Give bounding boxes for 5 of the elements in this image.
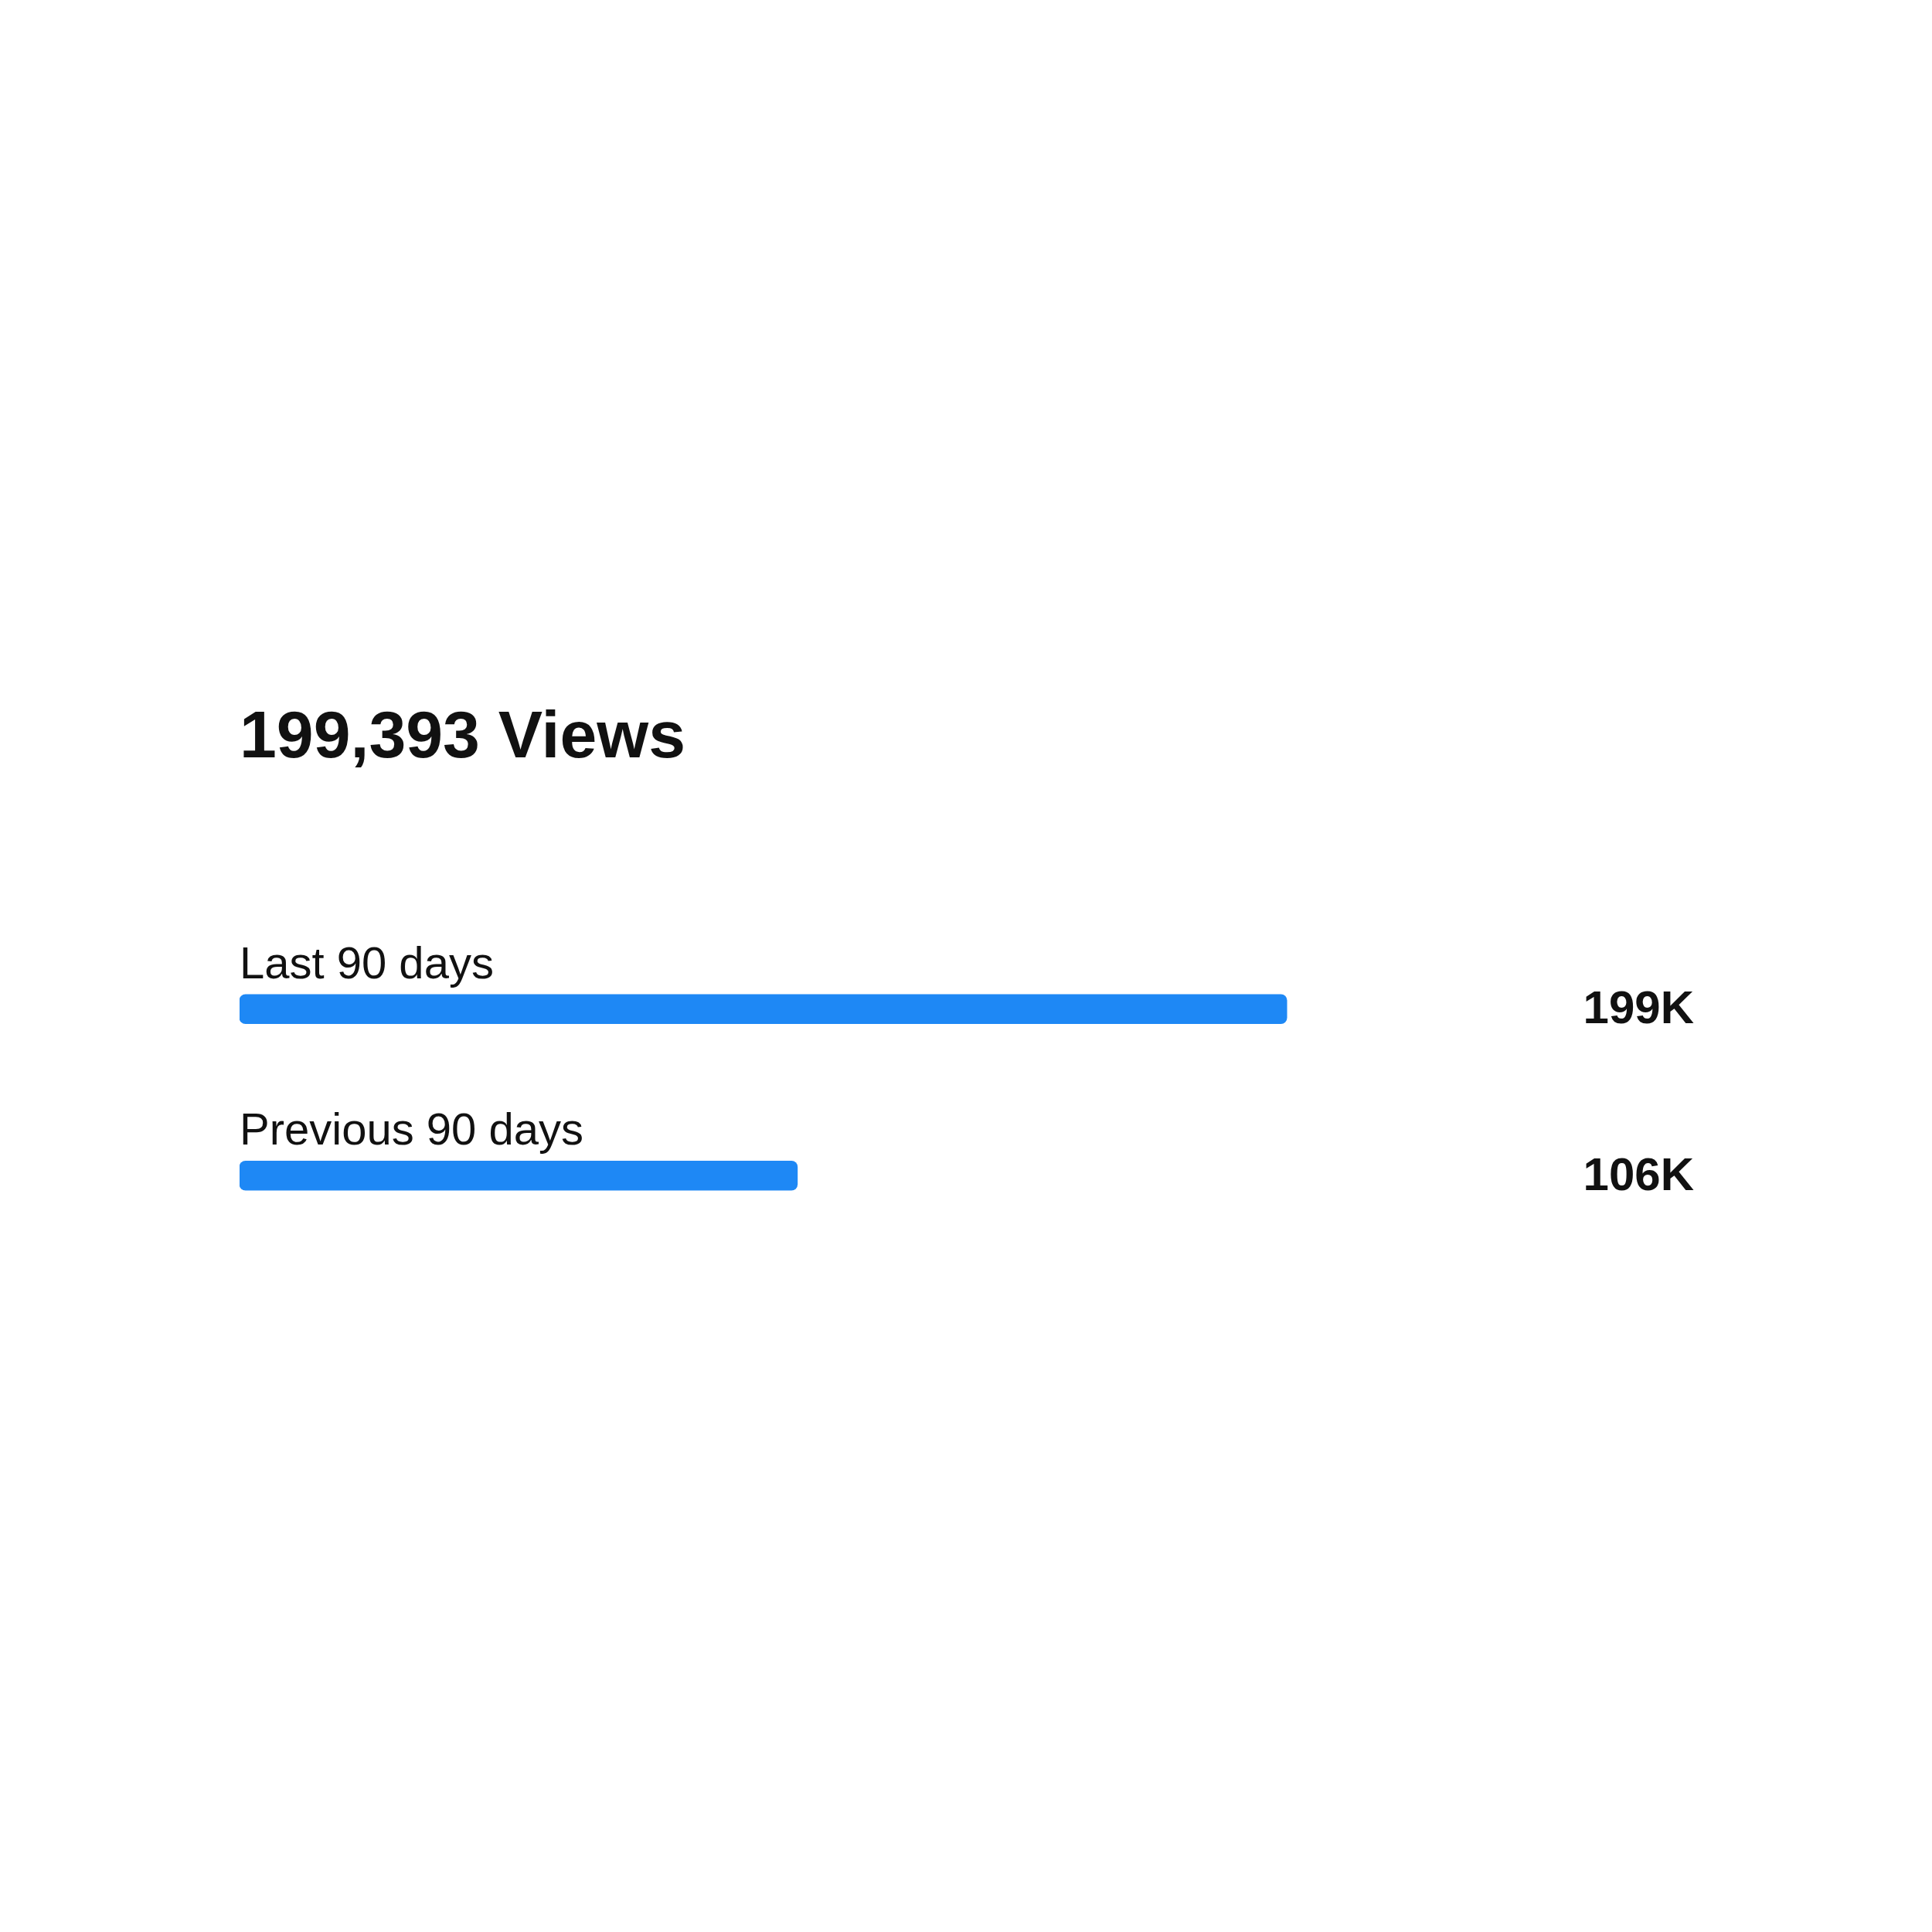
data-label: 199K <box>1583 981 1694 1034</box>
y-tick-label: Last 90 days <box>240 937 494 988</box>
data-label: 106K <box>1583 1148 1694 1200</box>
y-tick-label: Previous 90 days <box>240 1104 583 1155</box>
chart-title: 199,393 Views <box>240 696 686 771</box>
